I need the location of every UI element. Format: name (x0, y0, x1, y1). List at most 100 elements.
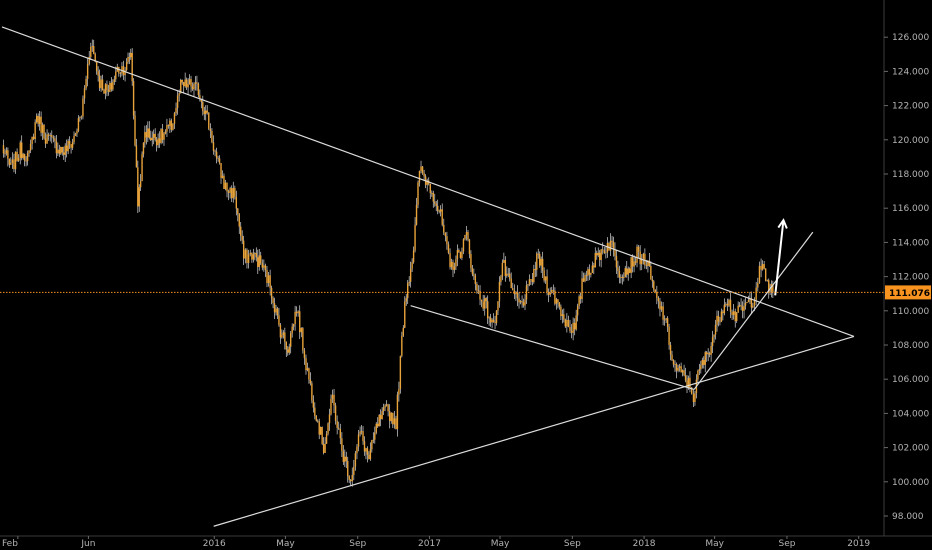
candle-body (58, 149, 61, 154)
candle-body (698, 369, 701, 371)
candle-body (305, 358, 307, 371)
candle-body (202, 101, 204, 111)
time-tick-label: Feb (2, 539, 18, 549)
candle-body (321, 427, 323, 444)
candle-body (541, 258, 544, 271)
candle-body (620, 276, 622, 278)
time-tick-label: May (276, 539, 295, 549)
candle-body (474, 275, 477, 284)
candle-body (54, 138, 56, 142)
candle-body (512, 288, 514, 290)
candle-body (552, 289, 555, 291)
candle-body (160, 129, 162, 143)
candle-body (203, 110, 205, 115)
trendline-layer (1, 26, 855, 527)
candle-body (327, 423, 329, 434)
candle-body (13, 159, 15, 170)
time-tick-label: 2017 (418, 539, 441, 549)
candle-body (288, 346, 290, 353)
trendline-lower-support[interactable] (213, 335, 855, 527)
candle-body (43, 124, 45, 139)
candle-body (362, 431, 364, 442)
last-price-label: 111.076 (889, 289, 930, 299)
candle-body (190, 79, 192, 87)
candle-body (528, 279, 531, 285)
candle-body (401, 335, 403, 356)
candle-body (772, 284, 774, 293)
candle-body (44, 138, 47, 144)
candle-body (237, 208, 239, 214)
candle-body (297, 311, 299, 314)
trendline-upper-resistance[interactable] (1, 26, 855, 338)
candle-body (91, 46, 93, 47)
candle-body (527, 284, 529, 286)
price-tick-label: 114.000 (892, 238, 929, 248)
candle-body (284, 332, 286, 342)
candle-body (144, 132, 146, 143)
trendline-steep-uptrend[interactable] (693, 231, 814, 390)
candle-body (763, 264, 765, 269)
candle-body (83, 88, 86, 99)
time-tick-label: May (705, 539, 724, 549)
candle-body (258, 255, 260, 267)
time-axis[interactable]: Feb Jun 2016 May Sep 2017 May Sep 2018 May Sep 2019 (0, 535, 932, 549)
candle-body (300, 328, 302, 333)
candle-body (17, 157, 20, 161)
candle-body (16, 151, 18, 161)
candle-body (353, 466, 355, 475)
candle-body (402, 327, 405, 336)
candle-body (578, 296, 580, 307)
candle-body (378, 414, 380, 427)
candle-body (539, 254, 541, 266)
price-axis[interactable]: 98.000 100.000 102.000 104.000 106.000 108.00… (883, 0, 929, 536)
candle-body (462, 239, 465, 252)
price-tick-label: 106.000 (892, 375, 929, 385)
candle-body (452, 262, 454, 270)
forecast-arrow-shaft[interactable] (774, 220, 785, 296)
candle-body (118, 66, 120, 74)
last-price-tag (885, 285, 931, 300)
candle-body (227, 191, 230, 193)
candle-body (641, 258, 643, 265)
candle-body (80, 116, 83, 118)
candle-body (46, 134, 48, 144)
candle-body (431, 192, 433, 194)
candle-body (199, 95, 201, 99)
candle-body (336, 420, 338, 428)
candle-body (644, 253, 646, 265)
candle-body (722, 311, 724, 314)
candle-body (602, 249, 604, 251)
candle-body (187, 84, 189, 88)
candle-body (495, 310, 498, 324)
candle-body (215, 151, 218, 159)
candle-body (132, 81, 135, 116)
candle-body (489, 317, 492, 323)
candle-body (266, 270, 268, 284)
candle-body (154, 133, 156, 140)
candle-body (73, 135, 75, 143)
candle-body (55, 141, 58, 154)
candle-body (393, 418, 396, 425)
candle-body (331, 394, 334, 399)
candle-body (443, 224, 445, 233)
candle-body (388, 411, 391, 422)
candle-body (488, 317, 490, 319)
candle-body (456, 250, 459, 260)
candle-body (273, 303, 276, 313)
candle-body (275, 308, 277, 313)
candle-body (662, 306, 664, 320)
candle-body (630, 257, 632, 273)
trendline-inner-channel-top[interactable] (410, 305, 695, 391)
candle-body (524, 299, 526, 306)
candle-body (510, 278, 512, 289)
candle-body (167, 125, 170, 127)
candle-body (729, 299, 732, 312)
candle-body (381, 411, 383, 420)
candle-body (458, 250, 460, 253)
candle-body (294, 311, 296, 324)
candle-body (88, 56, 90, 64)
candle-body (731, 311, 733, 315)
candle-body (634, 261, 637, 263)
candle-body (549, 292, 551, 295)
